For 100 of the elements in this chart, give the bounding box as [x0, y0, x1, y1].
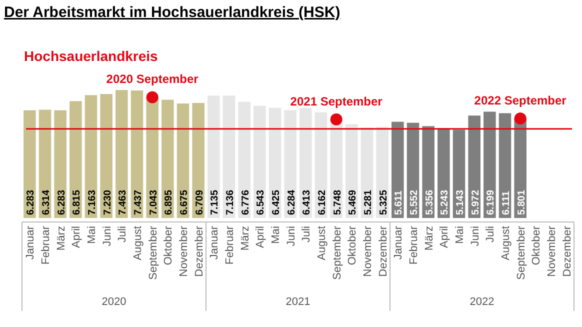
data-label: 5.469	[348, 190, 359, 215]
x-tick-label: Juni	[285, 226, 298, 246]
x-tick-label: März	[55, 226, 68, 250]
x-tick-label: März	[239, 226, 252, 250]
x-tick-label: November	[546, 226, 558, 277]
bar	[238, 102, 250, 218]
data-label: 5.325	[378, 190, 390, 215]
data-label: 6.199	[486, 190, 497, 215]
data-label: 6.709	[194, 190, 206, 215]
x-tick-label: Februar	[408, 226, 420, 265]
x-tick-label: November	[362, 226, 374, 277]
data-label: 7.437	[133, 190, 144, 215]
x-tick-label: September	[515, 226, 528, 280]
data-label: 6.675	[179, 190, 190, 215]
x-tick-label: Oktober	[346, 226, 359, 266]
data-label: 5.281	[363, 190, 374, 215]
data-label: 6.776	[240, 190, 252, 215]
x-tick-label: Dezember	[193, 226, 206, 277]
data-label: 6.284	[286, 190, 298, 215]
annotation: 2022 September	[474, 94, 567, 108]
text: 2020	[102, 296, 126, 308]
text: 2020 September	[106, 72, 199, 86]
bar	[392, 122, 404, 218]
x-tick-label: September	[331, 226, 344, 280]
bar	[146, 97, 158, 218]
bar	[438, 128, 450, 218]
x-tick-label: Dezember	[561, 226, 574, 277]
x-tick-label: Mai	[454, 226, 466, 244]
bar	[116, 90, 128, 218]
data-label: 7.230	[102, 190, 114, 215]
data-label: 7.043	[148, 190, 160, 215]
x-tick-label: Juli	[300, 226, 313, 243]
x-tick-label: Januar	[24, 226, 37, 260]
bar	[284, 110, 296, 218]
bar	[100, 94, 112, 218]
bar	[54, 110, 66, 218]
x-tick-label: Juni	[101, 226, 114, 246]
chart-title: Der Arbeitsmarkt im Hochsauerlandkreis (HSK)	[4, 4, 340, 21]
x-tick-label: August	[132, 226, 144, 260]
x-tick-label: März	[423, 226, 436, 250]
bar	[254, 106, 266, 218]
bar	[468, 116, 480, 218]
data-label: 6.283	[26, 190, 37, 215]
data-label: 5.552	[409, 190, 420, 215]
data-label: 5.356	[424, 190, 436, 215]
data-label: 6.413	[302, 190, 313, 215]
data-label: 5.243	[440, 190, 451, 215]
x-tick-label: April	[438, 226, 451, 248]
x-tick-label: November	[178, 226, 190, 277]
bar	[24, 110, 36, 218]
x-tick-label: Januar	[392, 226, 405, 260]
data-label: 7.163	[87, 190, 98, 215]
data-label: 7.136	[225, 190, 236, 215]
bar	[208, 96, 220, 218]
bar	[484, 112, 496, 218]
bar	[376, 126, 388, 218]
x-tick-label: August	[316, 226, 328, 260]
bar	[130, 90, 144, 218]
data-label: 6.815	[72, 190, 83, 215]
data-label: 7.135	[210, 190, 221, 215]
data-label: 6.314	[41, 190, 52, 215]
data-label: 5.801	[516, 190, 528, 215]
x-tick-label: August	[500, 226, 512, 260]
bar	[422, 126, 434, 218]
bar	[84, 95, 98, 218]
bar	[222, 96, 236, 218]
data-label: 6.111	[501, 190, 512, 215]
bar	[70, 101, 82, 218]
x-tick-label: Dezember	[377, 226, 390, 277]
x-tick-label: Januar	[208, 226, 221, 260]
bar	[192, 102, 204, 218]
x-tick-label: Oktober	[162, 226, 175, 266]
text: 2022	[470, 296, 494, 308]
data-label: 5.972	[470, 190, 482, 215]
x-tick-label: April	[254, 226, 267, 248]
data-label: 6.543	[256, 190, 267, 215]
data-label: 6.895	[164, 190, 175, 215]
bar	[300, 108, 312, 218]
data-label: 6.425	[271, 190, 282, 215]
data-label: 6.162	[317, 190, 328, 215]
chart-subtitle: Hochsauerlandkreis	[24, 48, 158, 64]
x-tick-label: Juni	[469, 226, 482, 246]
data-label: 7.463	[118, 190, 129, 215]
data-label: 5.748	[332, 190, 344, 215]
x-tick-label: Oktober	[530, 226, 543, 266]
x-tick-label: Juli	[484, 226, 497, 243]
x-tick-label: Februar	[224, 226, 236, 265]
annotation: 2021 September	[290, 94, 383, 108]
x-tick-label: Februar	[40, 226, 52, 265]
x-tick-label: Mai	[270, 226, 282, 244]
x-tick-label: Juli	[116, 226, 129, 243]
data-label: 5.143	[455, 190, 466, 215]
x-tick-label: September	[147, 226, 160, 280]
x-tick-label: April	[70, 226, 83, 248]
data-label: 6.283	[56, 190, 68, 215]
data-label: 5.611	[394, 190, 405, 215]
bar	[162, 100, 174, 218]
bar	[346, 124, 358, 218]
text: 2021	[286, 296, 310, 308]
x-tick-label: Mai	[86, 226, 98, 244]
